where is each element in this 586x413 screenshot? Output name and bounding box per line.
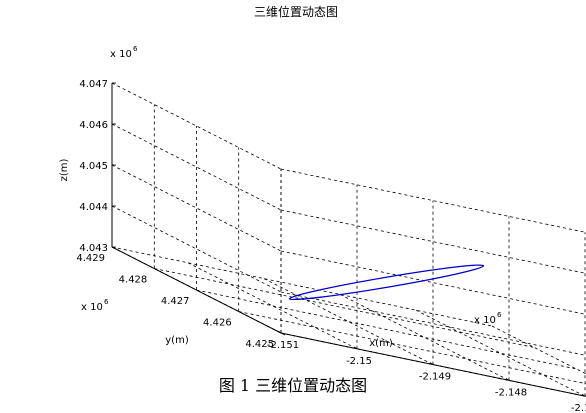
grid-line [196, 289, 577, 370]
svg-text:x 10: x 10 [474, 315, 496, 326]
x-tick-label: -2.148 [495, 387, 527, 398]
x-axis-line [280, 332, 586, 397]
x-exponent: x 10 6 [474, 311, 502, 326]
x-tick [353, 346, 358, 350]
svg-text:6: 6 [133, 45, 138, 53]
svg-text:x 10: x 10 [81, 302, 103, 313]
z-axis-label: z(m) [59, 159, 70, 182]
x-tick-label: -2.147 [571, 403, 586, 413]
y-tick [196, 289, 201, 293]
x-tick [581, 393, 586, 397]
grid-line [491, 325, 586, 375]
grid-line [111, 164, 282, 252]
x-tick-label: -2.15 [346, 356, 372, 367]
svg-text:6: 6 [497, 311, 502, 319]
y-tick-label: 4.427 [161, 296, 190, 307]
grid-line [111, 123, 282, 211]
grid-line [280, 250, 586, 315]
curve-layer [288, 264, 485, 301]
grid-line [280, 168, 586, 233]
z-tick-label: 4.047 [79, 79, 108, 90]
y-tick [280, 332, 286, 336]
x-tick [429, 362, 434, 365]
y-tick-label: 4.425 [245, 339, 274, 350]
z-tick-label: 4.044 [79, 202, 108, 213]
y-tick [238, 311, 243, 314]
z-tick-label: 4.043 [79, 243, 108, 254]
x-tick-label: -2.151 [267, 340, 299, 351]
y-axis-label: y(m) [165, 335, 189, 346]
grid-line [154, 268, 535, 348]
y-tick [154, 268, 159, 271]
y-tick [111, 246, 117, 250]
z-tick-label: 4.046 [79, 120, 108, 131]
z-exponent: x 10 6 [110, 45, 138, 60]
x-tick [277, 330, 282, 334]
svg-text:6: 6 [104, 298, 109, 306]
figure-caption: 图 1 三维位置动态图 [218, 376, 368, 395]
grid-line [280, 291, 586, 356]
x-tick-label: -2.149 [419, 372, 451, 383]
grid-line [111, 246, 493, 327]
grid-line [187, 262, 358, 350]
x-axis-label: x(m) [369, 338, 393, 349]
y-tick-label: 4.429 [76, 253, 105, 264]
x-tick [505, 378, 510, 381]
ticks-layer: 4.043 4.044 4.045 4.046 4.047 4.425 4.426 4.427… [76, 79, 586, 413]
grid-line [238, 311, 586, 385]
svg-text:x 10: x 10 [110, 49, 132, 60]
trajectory-series [288, 264, 485, 301]
grid-line [415, 309, 586, 397]
y-tick-label: 4.428 [119, 275, 148, 286]
y-tick-label: 4.426 [203, 318, 232, 329]
grid-line [339, 294, 510, 381]
grid-line [111, 205, 282, 293]
grid-line [263, 278, 434, 365]
z-tick-label: 4.045 [79, 161, 108, 172]
grid-line [280, 209, 586, 274]
chart-title: 三维位置动态图 [254, 4, 338, 19]
grid-line [111, 82, 282, 170]
y-exponent: x 10 6 [81, 298, 109, 313]
